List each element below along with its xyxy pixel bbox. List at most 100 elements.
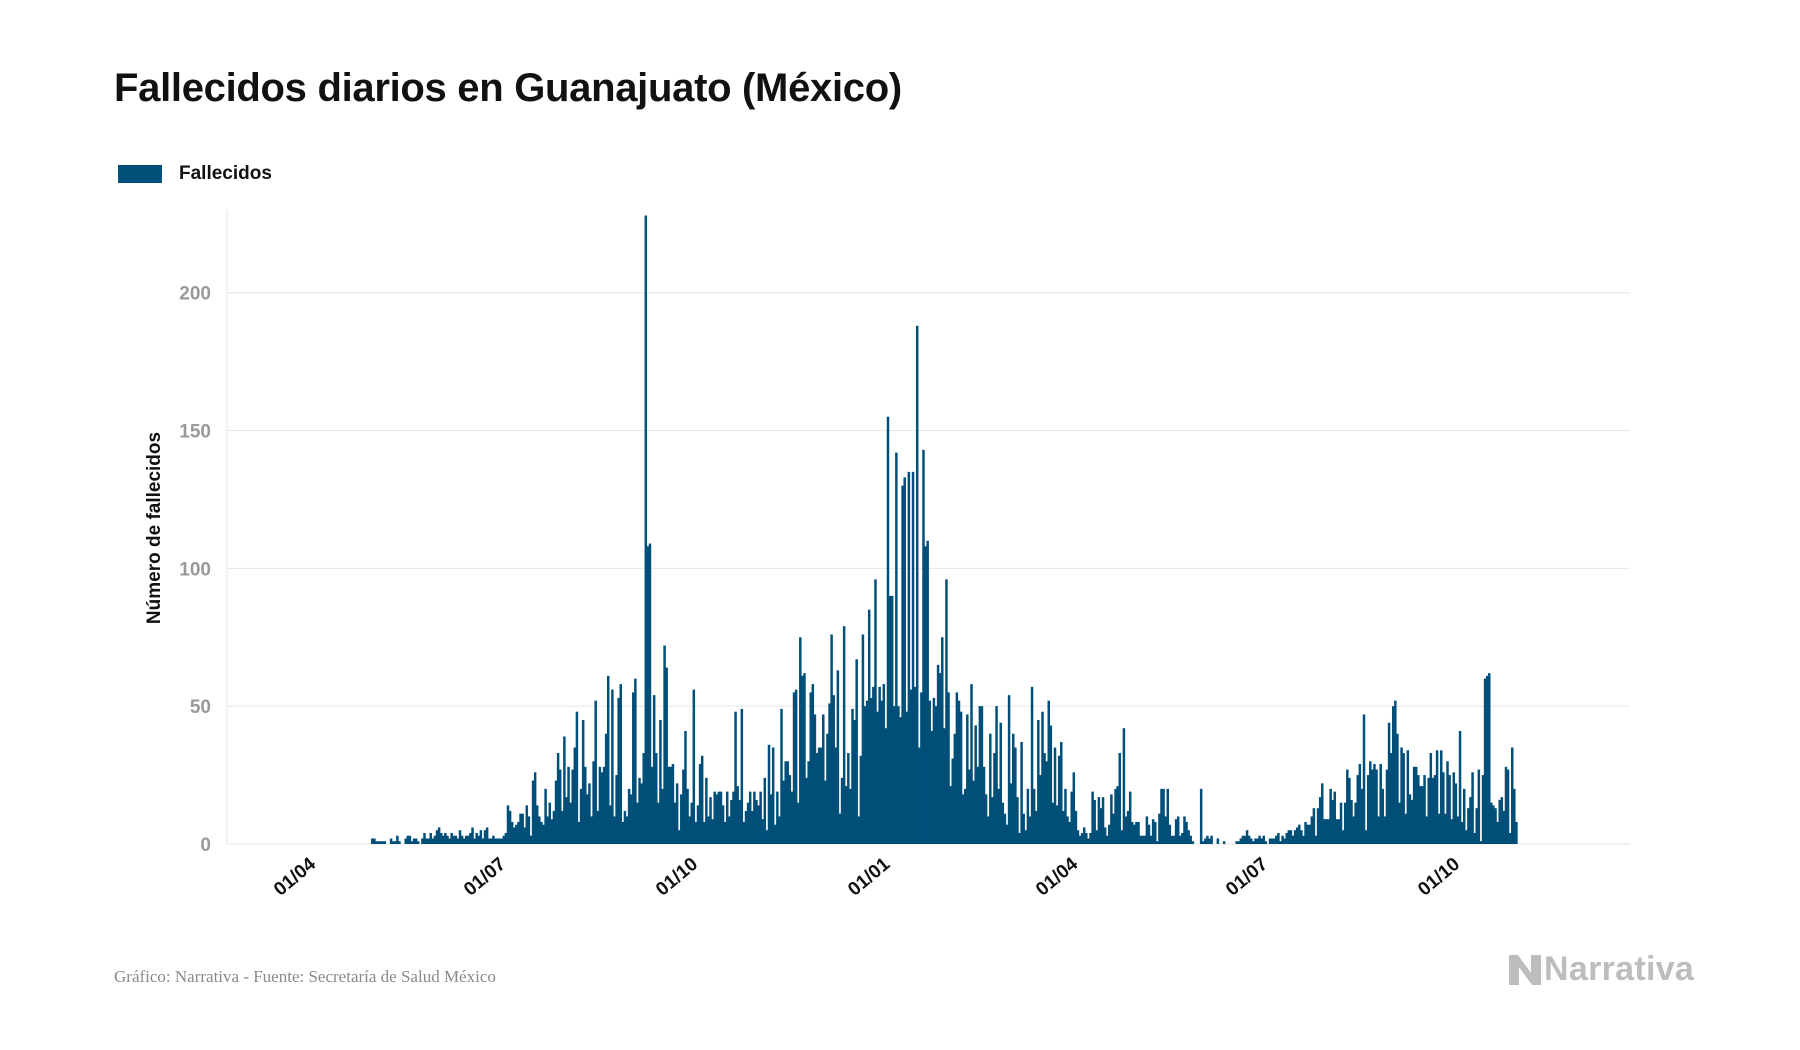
bar: [822, 714, 825, 844]
bar: [381, 841, 384, 844]
bar: [826, 733, 829, 844]
bar: [817, 747, 821, 844]
bar: [1187, 830, 1190, 844]
x-tick-label: 01/04: [270, 853, 320, 900]
bar: [840, 777, 844, 844]
bar: [1176, 816, 1180, 844]
bar: [1414, 766, 1418, 844]
bar: [746, 802, 750, 844]
legend-label: Fallecidos: [179, 163, 272, 184]
y-tick-label: 150: [179, 422, 211, 443]
bar: [1350, 799, 1353, 844]
bar: [584, 766, 587, 844]
bar: [1158, 813, 1161, 844]
bar: [458, 830, 462, 844]
bar: [725, 791, 729, 844]
bar: [721, 805, 725, 844]
bar: [1083, 827, 1086, 844]
bar: [412, 838, 416, 844]
bar: [675, 783, 679, 844]
bar: [803, 673, 806, 844]
bar: [1302, 835, 1305, 844]
bar: [863, 706, 867, 844]
bar: [563, 736, 566, 844]
bar: [1208, 838, 1211, 844]
bar: [788, 775, 792, 844]
bar: [1243, 835, 1247, 844]
bar: [1045, 761, 1048, 844]
bar: [1387, 722, 1391, 844]
bar: [477, 835, 481, 844]
bar: [431, 838, 435, 844]
bar: [1007, 695, 1011, 844]
bar: [408, 835, 412, 844]
bar: [920, 692, 923, 844]
bar: [538, 816, 541, 844]
bar: [627, 788, 631, 844]
bar: [1064, 788, 1067, 844]
bar: [425, 838, 428, 844]
bar: [650, 766, 654, 844]
bar: [961, 794, 965, 844]
bar: [715, 794, 719, 844]
bar: [502, 835, 506, 844]
bar: [809, 692, 812, 844]
bar: [546, 816, 549, 844]
bar: [999, 722, 1002, 844]
bar: [475, 832, 478, 844]
bar: [1325, 819, 1328, 844]
bar: [471, 827, 474, 844]
bar: [598, 766, 602, 844]
bar: [1396, 733, 1399, 844]
bar: [949, 786, 952, 844]
bar: [901, 485, 904, 844]
bar: [667, 766, 671, 844]
bar: [1133, 824, 1136, 844]
bar: [723, 821, 727, 844]
bar: [907, 471, 911, 844]
bar: [1312, 808, 1316, 844]
bar: [1450, 819, 1453, 844]
bar: [1343, 802, 1347, 844]
bar: [435, 830, 439, 844]
bar: [644, 215, 648, 844]
bar: [1458, 730, 1462, 844]
bar: [970, 684, 973, 844]
x-tick-label: 01/04: [1032, 853, 1082, 900]
bar: [423, 832, 426, 844]
bar: [1308, 824, 1311, 844]
bar: [876, 711, 879, 844]
bar: [1283, 838, 1286, 844]
bar: [941, 637, 944, 844]
bar: [1076, 830, 1080, 844]
bar: [1481, 775, 1485, 844]
bar: [911, 471, 915, 844]
bar: [611, 689, 614, 844]
bar: [1277, 832, 1280, 844]
bar: [924, 546, 927, 844]
narrativa-logo-text: Narrativa: [1544, 950, 1695, 988]
bar: [880, 700, 883, 844]
bar: [794, 689, 798, 844]
bar: [673, 802, 677, 844]
bar: [1448, 775, 1451, 844]
bar: [742, 821, 746, 844]
bar: [1366, 775, 1370, 844]
bar: [1012, 733, 1015, 844]
bar: [859, 755, 863, 844]
bar: [851, 708, 854, 844]
bar: [1293, 830, 1297, 844]
bar: [1199, 788, 1203, 844]
bar: [1460, 821, 1464, 844]
bar: [1442, 772, 1445, 844]
bar: [483, 830, 487, 844]
bar: [1508, 832, 1512, 844]
bar: [657, 802, 660, 844]
bar: [1202, 841, 1205, 844]
bar: [1275, 835, 1278, 844]
bar: [446, 835, 449, 844]
bar: [1126, 810, 1130, 844]
bar: [596, 810, 600, 844]
bar: [1318, 797, 1322, 844]
bar: [1181, 832, 1184, 844]
